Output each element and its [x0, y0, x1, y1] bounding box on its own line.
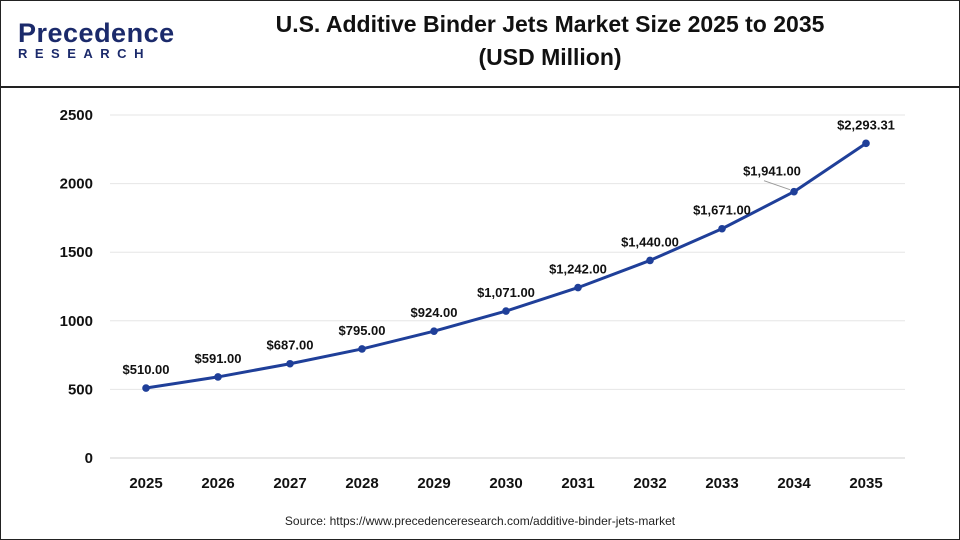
data-label: $1,941.00 — [743, 164, 801, 179]
data-point — [358, 345, 366, 353]
y-tick-label: 1500 — [60, 244, 93, 261]
title-line-1: U.S. Additive Binder Jets Market Size 20… — [275, 11, 825, 37]
x-tick-label: 2026 — [201, 475, 234, 492]
data-point — [646, 256, 654, 265]
y-tick-label: 2000 — [60, 176, 93, 193]
data-label: $591.00 — [195, 351, 242, 366]
x-tick-label: 2031 — [561, 475, 594, 492]
x-tick-label: 2025 — [129, 475, 162, 492]
x-tick-label: 2030 — [489, 475, 522, 492]
x-tick-label: 2033 — [705, 475, 738, 492]
data-label: $1,440.00 — [621, 234, 679, 249]
x-tick-label: 2032 — [633, 475, 666, 492]
chart-title: U.S. Additive Binder Jets Market Size 20… — [240, 8, 860, 74]
logo-main: Precedence — [18, 18, 175, 48]
data-label: $1,671.00 — [693, 203, 751, 218]
logo-sub: RESEARCH — [18, 46, 151, 61]
data-label: $795.00 — [339, 323, 386, 338]
data-point — [718, 224, 726, 233]
data-label: $2,293.31 — [837, 117, 895, 132]
leader-line — [763, 180, 791, 191]
data-point — [142, 384, 150, 392]
logo: Precedence RESEARCH — [18, 18, 175, 61]
x-tick-label: 2027 — [273, 475, 306, 492]
data-point — [502, 307, 510, 315]
x-tick-label: 2028 — [345, 475, 378, 492]
x-tick-label: 2035 — [849, 475, 882, 492]
y-tick-label: 2500 — [60, 107, 93, 124]
x-tick-label: 2029 — [417, 475, 450, 492]
data-point — [574, 283, 582, 292]
y-tick-label: 500 — [68, 381, 93, 398]
data-point — [790, 187, 798, 196]
data-point — [214, 373, 222, 381]
title-line-2: (USD Million) — [478, 44, 622, 70]
header: Precedence RESEARCH U.S. Additive Binder… — [0, 0, 960, 88]
data-point — [862, 139, 870, 148]
y-tick-label: 0 — [85, 450, 93, 467]
data-point — [286, 359, 294, 368]
data-label: $1,071.00 — [477, 285, 535, 300]
data-point — [430, 327, 438, 336]
source-note: Source: https://www.precedenceresearch.c… — [284, 514, 676, 528]
data-label: $1,242.00 — [549, 262, 607, 277]
y-tick-label: 1000 — [60, 313, 93, 330]
data-label: $687.00 — [267, 338, 314, 353]
data-label: $924.00 — [411, 305, 458, 320]
data-label: $510.00 — [123, 362, 170, 377]
x-tick-label: 2034 — [777, 475, 811, 492]
series-line — [145, 142, 867, 390]
